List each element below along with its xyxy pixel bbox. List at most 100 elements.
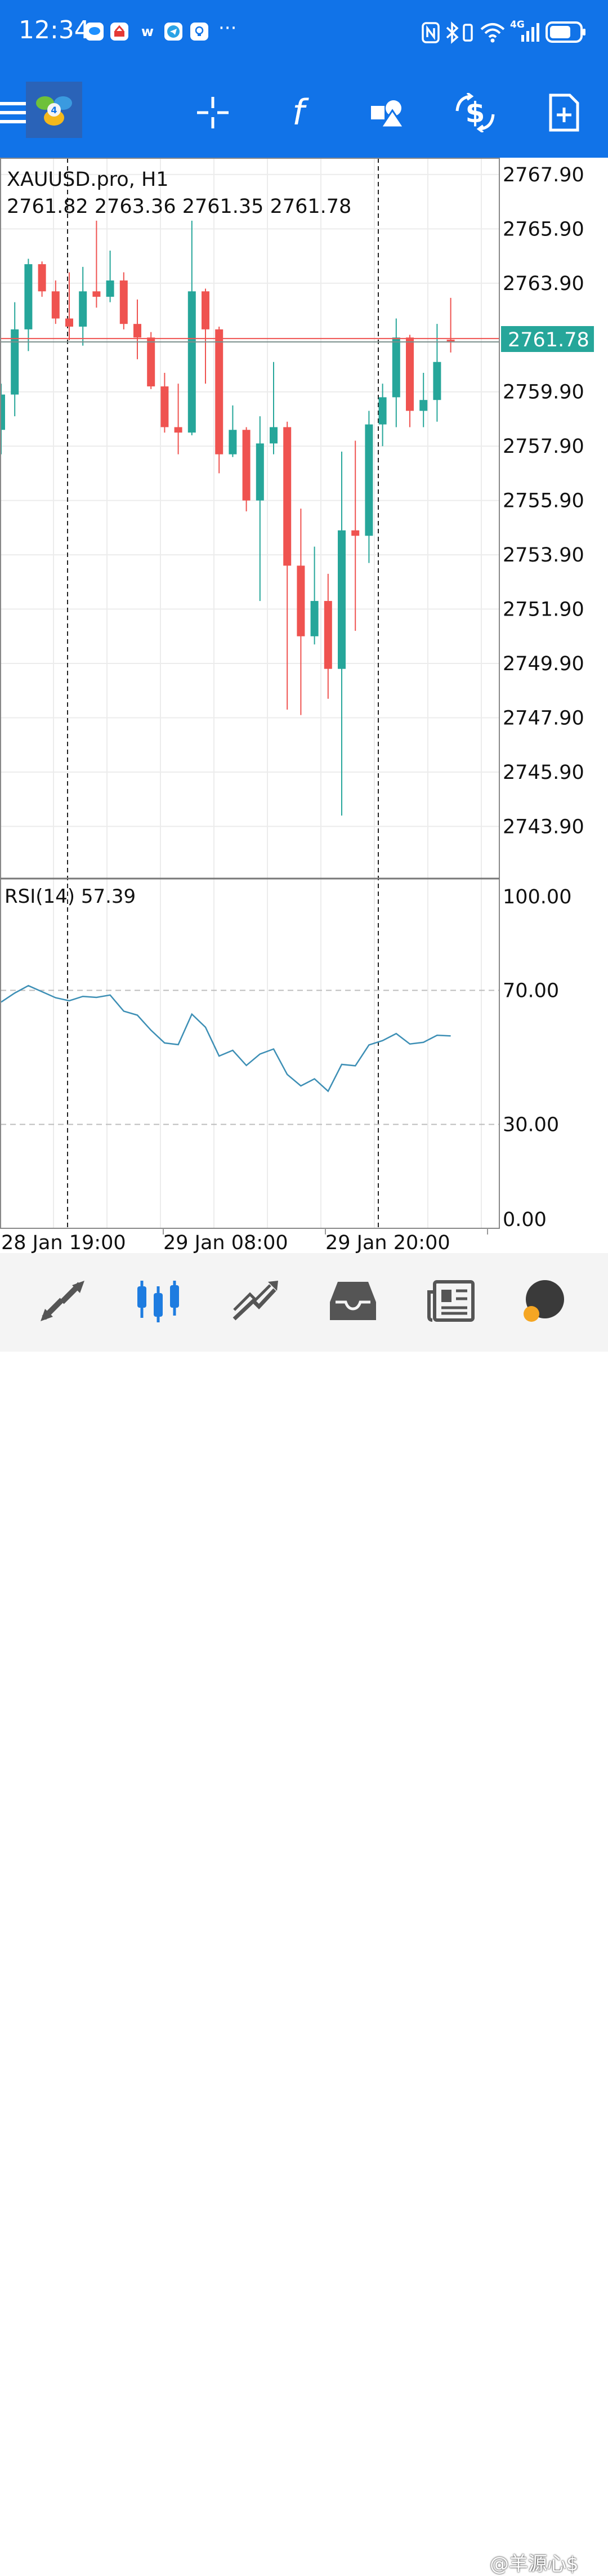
new-order-button[interactable] xyxy=(536,84,592,141)
nav-trade[interactable] xyxy=(225,1273,287,1329)
chart-area[interactable]: 2767.90 2765.90 2763.90 2759.90 2757.90 2755.… xyxy=(0,158,608,1254)
candle xyxy=(324,573,332,699)
current-price-label: 2761.78 xyxy=(508,329,589,351)
candle xyxy=(51,280,60,324)
ohlc-label: 2761.82 2763.36 2761.35 2761.78 xyxy=(7,195,351,218)
lightbulb-app-icon xyxy=(190,23,208,41)
rsi-tick-label: 0.00 xyxy=(503,1209,547,1231)
candle xyxy=(242,427,251,511)
rsi-label: RSI(14) 57.39 xyxy=(5,885,136,908)
candle xyxy=(133,299,141,359)
price-tick-label: 2767.90 xyxy=(503,164,584,186)
signal-icon xyxy=(520,23,540,45)
price-tick-label: 2753.90 xyxy=(503,544,584,567)
rsi-tick-label: 70.00 xyxy=(503,980,559,1002)
nav-history[interactable] xyxy=(322,1273,384,1329)
candle xyxy=(446,297,455,353)
rsi-chart-frame xyxy=(0,878,500,1229)
candle xyxy=(433,324,441,422)
nav-news[interactable] xyxy=(420,1273,482,1329)
symbol-label: XAUUSD.pro, H1 xyxy=(7,168,169,191)
shapes-icon xyxy=(371,100,405,128)
candle xyxy=(419,372,428,427)
function-icon: f xyxy=(292,93,309,132)
candle xyxy=(256,416,264,601)
price-tick-label: 2751.90 xyxy=(503,599,584,621)
indicators-button[interactable]: f xyxy=(270,84,327,141)
rsi-line xyxy=(1,984,451,1093)
battery-icon xyxy=(545,20,588,46)
telegram-app-icon xyxy=(164,23,182,41)
candle xyxy=(202,288,209,384)
status-bar: 12:34 w ··· 4G xyxy=(0,0,608,68)
candle xyxy=(215,327,223,474)
weibo-app-icon: w xyxy=(141,24,154,39)
candle xyxy=(229,405,237,457)
candle xyxy=(187,220,196,435)
candle xyxy=(79,266,87,346)
price-tick-label: 2763.90 xyxy=(503,273,584,295)
candle xyxy=(174,384,182,454)
current-price-badge xyxy=(501,326,594,352)
wifi-icon xyxy=(480,21,506,46)
watermark: @羊源心$ xyxy=(490,2553,579,2575)
candle xyxy=(297,509,305,715)
chart-toolbar: 4 f $ xyxy=(0,68,608,158)
crosshair-icon xyxy=(197,97,229,128)
price-tick-label: 2747.90 xyxy=(503,707,584,729)
add-document-icon xyxy=(549,93,579,132)
hamburger-icon xyxy=(0,102,28,123)
network-type-label: 4G xyxy=(510,19,525,30)
rsi-tick-label: 100.00 xyxy=(503,886,571,908)
price-tick-label: 2757.90 xyxy=(503,435,584,458)
candle xyxy=(65,272,73,341)
svg-text:$: $ xyxy=(466,96,485,129)
candle xyxy=(119,272,128,329)
candle xyxy=(338,451,346,816)
main-chart-frame xyxy=(0,158,500,879)
nfc-icon xyxy=(421,21,440,46)
newspaper-icon xyxy=(427,1280,475,1322)
candle xyxy=(406,335,414,427)
price-chart[interactable]: 2767.90 2765.90 2763.90 2759.90 2757.90 2755.… xyxy=(0,158,608,1254)
quotes-arrows-icon xyxy=(41,1281,84,1321)
time-axis-label: 29 Jan 20:00 xyxy=(325,1232,450,1253)
nav-messages[interactable] xyxy=(510,1273,572,1329)
time-axis-label: 28 Jan 19:00 xyxy=(1,1232,126,1253)
candles xyxy=(0,220,499,816)
chart-grid xyxy=(1,158,499,1229)
candle xyxy=(24,259,33,351)
rsi-indicator xyxy=(1,984,499,1125)
candle xyxy=(378,384,387,447)
price-tick-label: 2765.90 xyxy=(503,218,584,240)
candle xyxy=(351,440,360,631)
candle xyxy=(283,421,292,710)
nav-chart[interactable] xyxy=(127,1273,189,1329)
price-tick-label: 2743.90 xyxy=(503,815,584,838)
candle xyxy=(92,220,101,308)
bluetooth-icon xyxy=(445,21,461,46)
more-notifications-icon: ··· xyxy=(218,17,237,39)
trend-line-icon xyxy=(233,1281,278,1321)
candle xyxy=(11,302,19,417)
price-tick-label: 2749.90 xyxy=(503,653,584,675)
price-tick-label: 2759.90 xyxy=(503,381,584,404)
metatrader-logo: 4 xyxy=(36,96,72,126)
shopping-app-icon xyxy=(110,23,128,41)
dollar-exchange-icon: $ xyxy=(455,93,495,132)
candle xyxy=(365,411,373,563)
app-logo-button[interactable]: 4 xyxy=(26,82,82,138)
candle xyxy=(310,546,319,645)
crosshair-button[interactable] xyxy=(185,84,241,141)
nav-quotes[interactable] xyxy=(32,1273,93,1329)
svg-text:4: 4 xyxy=(51,105,57,115)
time-axis-label: 29 Jan 08:00 xyxy=(163,1232,288,1253)
objects-button[interactable] xyxy=(360,84,417,141)
trade-button[interactable]: $ xyxy=(447,84,503,141)
candle xyxy=(147,332,155,389)
candle xyxy=(38,261,46,297)
message-app-icon xyxy=(86,23,104,41)
rsi-tick-label: 30.00 xyxy=(503,1114,559,1137)
menu-button[interactable] xyxy=(0,84,39,141)
candle xyxy=(392,318,400,427)
